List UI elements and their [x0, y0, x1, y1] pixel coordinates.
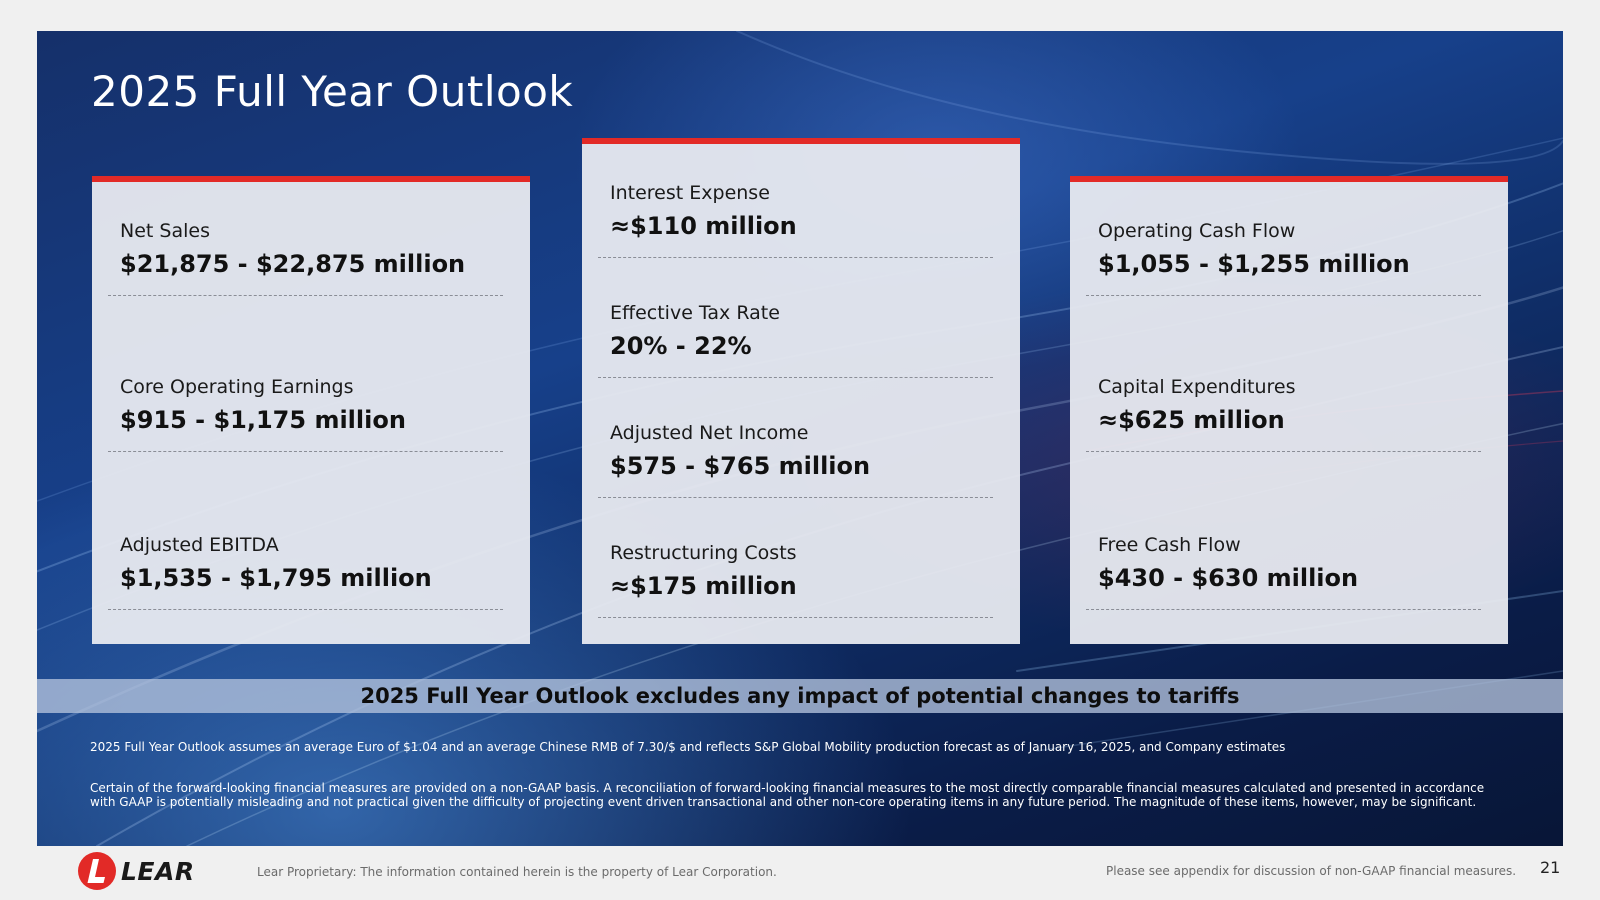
metric-label: Free Cash Flow	[1098, 534, 1241, 556]
metric-free-cash-flow: Free Cash Flow $430 - $630 million	[1086, 526, 1481, 610]
metric-label: Interest Expense	[610, 182, 770, 204]
outlook-card-right: Operating Cash Flow $1,055 - $1,255 mill…	[1070, 176, 1508, 644]
slide-panel: 2025 Full Year Outlook Net Sales $21,875…	[37, 31, 1563, 846]
metric-label: Restructuring Costs	[610, 542, 797, 564]
metric-value: ≈$110 million	[610, 212, 797, 240]
metric-value: ≈$175 million	[610, 572, 797, 600]
outlook-card-left: Net Sales $21,875 - $22,875 million Core…	[92, 176, 530, 644]
metric-label: Capital Expenditures	[1098, 376, 1296, 398]
page-number: 21	[1540, 858, 1561, 877]
assumptions-note: 2025 Full Year Outlook assumes an averag…	[90, 740, 1286, 754]
metric-label: Adjusted Net Income	[610, 422, 809, 444]
lear-logo-icon	[78, 852, 116, 890]
metric-value: $1,055 - $1,255 million	[1098, 250, 1410, 278]
metric-label: Effective Tax Rate	[610, 302, 780, 324]
metric-value: ≈$625 million	[1098, 406, 1285, 434]
appendix-note: Please see appendix for discussion of no…	[1106, 864, 1517, 878]
outlook-card-middle: Interest Expense ≈$110 million Effective…	[582, 138, 1020, 644]
metric-adjusted-ebitda: Adjusted EBITDA $1,535 - $1,795 million	[108, 526, 503, 610]
metric-value: $21,875 - $22,875 million	[120, 250, 466, 278]
metric-value: $1,535 - $1,795 million	[120, 564, 432, 592]
metric-net-sales: Net Sales $21,875 - $22,875 million	[108, 212, 503, 296]
metric-label: Operating Cash Flow	[1098, 220, 1296, 242]
metric-value: $915 - $1,175 million	[120, 406, 406, 434]
metric-label: Adjusted EBITDA	[120, 534, 279, 556]
metric-operating-cash-flow: Operating Cash Flow $1,055 - $1,255 mill…	[1086, 212, 1481, 296]
tariff-disclaimer-banner: 2025 Full Year Outlook excludes any impa…	[37, 679, 1563, 713]
proprietary-notice: Lear Proprietary: The information contai…	[257, 865, 777, 879]
metric-label: Net Sales	[120, 220, 210, 242]
lear-logo-text: LEAR	[121, 856, 195, 886]
metric-value: 20% - 22%	[610, 332, 752, 360]
metric-restructuring-costs: Restructuring Costs ≈$175 million	[598, 534, 993, 618]
non-gaap-note: Certain of the forward-looking financial…	[90, 781, 1485, 809]
lear-logo: LEAR	[78, 852, 195, 890]
metric-capital-expenditures: Capital Expenditures ≈$625 million	[1086, 368, 1481, 452]
metric-effective-tax-rate: Effective Tax Rate 20% - 22%	[598, 294, 993, 378]
metric-adjusted-net-income: Adjusted Net Income $575 - $765 million	[598, 414, 993, 498]
slide-title: 2025 Full Year Outlook	[91, 67, 574, 116]
metric-value: $575 - $765 million	[610, 452, 871, 480]
metric-value: $430 - $630 million	[1098, 564, 1359, 592]
metric-label: Core Operating Earnings	[120, 376, 354, 398]
metric-core-operating-earnings: Core Operating Earnings $915 - $1,175 mi…	[108, 368, 503, 452]
metric-interest-expense: Interest Expense ≈$110 million	[598, 174, 993, 258]
